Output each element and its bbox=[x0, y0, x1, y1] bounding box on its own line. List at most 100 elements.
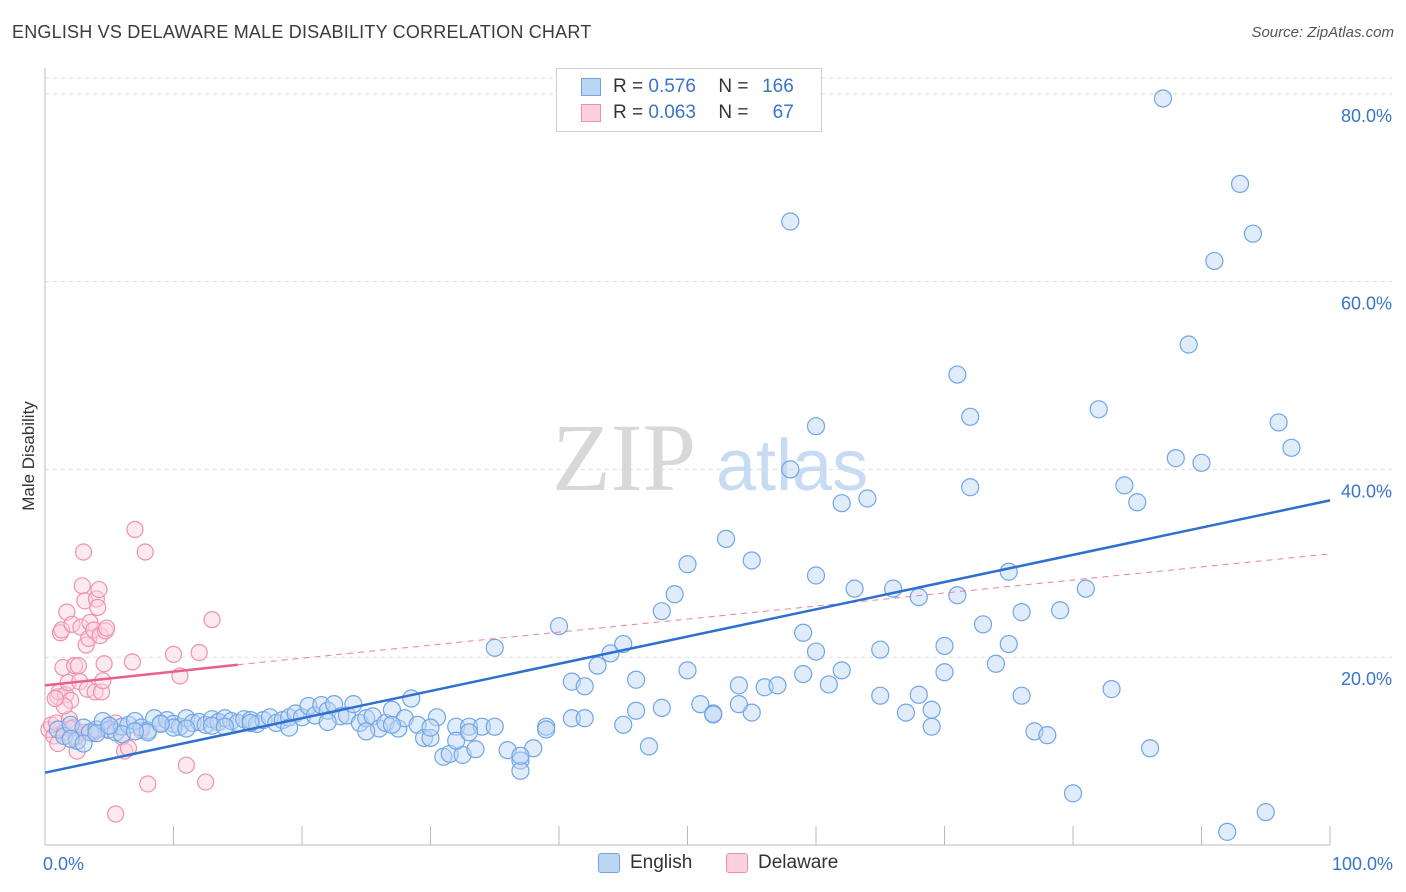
r-label: R = bbox=[613, 102, 644, 123]
english-point bbox=[1089, 400, 1108, 419]
legend-label-delaware: Delaware bbox=[758, 852, 839, 873]
english-point bbox=[1243, 224, 1263, 243]
english-point bbox=[639, 737, 659, 756]
english-point bbox=[318, 712, 337, 732]
english-point bbox=[729, 695, 749, 714]
english-point bbox=[1115, 476, 1134, 495]
english-point bbox=[511, 761, 530, 780]
english-point bbox=[151, 714, 170, 733]
delaware-point bbox=[69, 657, 88, 675]
delaware-point bbox=[46, 689, 64, 708]
english-point bbox=[665, 585, 684, 604]
english-point bbox=[466, 740, 485, 759]
y-tick-label: 60.0% bbox=[1341, 294, 1392, 314]
english-point bbox=[562, 709, 581, 728]
english-legend-swatch bbox=[598, 853, 620, 873]
delaware-point bbox=[65, 657, 84, 675]
english-point bbox=[896, 703, 916, 722]
english-point bbox=[511, 751, 530, 770]
n-label: N = bbox=[718, 76, 749, 97]
english-point bbox=[1192, 453, 1211, 472]
english-point bbox=[414, 728, 434, 748]
english-point bbox=[299, 696, 318, 716]
english-point bbox=[202, 716, 222, 735]
english-point bbox=[871, 640, 890, 659]
english-point bbox=[575, 677, 594, 696]
series-legend: English Delaware bbox=[0, 852, 1406, 878]
english-point bbox=[716, 529, 736, 548]
english-point bbox=[922, 717, 941, 736]
english-point bbox=[614, 715, 633, 734]
english-point bbox=[871, 686, 890, 705]
english-point bbox=[1153, 89, 1173, 108]
y-tick-label: 80.0% bbox=[1341, 106, 1392, 126]
delaware-point bbox=[136, 543, 154, 561]
n-label: N = bbox=[718, 102, 749, 123]
english-point bbox=[948, 365, 967, 384]
delaware-point bbox=[98, 619, 116, 637]
english-point bbox=[485, 638, 504, 657]
english-point bbox=[999, 634, 1018, 654]
english-point bbox=[280, 718, 299, 737]
english-point bbox=[806, 566, 826, 585]
r-label: R = bbox=[613, 76, 644, 97]
stats-row-english: R = 0.576 N = 166 bbox=[581, 75, 794, 99]
delaware-point bbox=[53, 621, 71, 639]
english-point bbox=[806, 417, 826, 436]
english-point bbox=[794, 664, 813, 684]
english-point bbox=[1063, 784, 1083, 803]
english-point bbox=[382, 715, 402, 734]
english-point bbox=[74, 734, 93, 753]
english-point bbox=[1179, 335, 1198, 354]
legend-label-english: English bbox=[630, 852, 693, 873]
english-point bbox=[459, 723, 479, 742]
y-tick-label: 20.0% bbox=[1341, 669, 1392, 689]
stats-row-delaware: R = 0.063 N = 67 bbox=[581, 101, 794, 125]
legend-item-english[interactable]: English bbox=[598, 852, 692, 874]
delaware-point bbox=[139, 775, 157, 793]
english-point bbox=[549, 617, 569, 636]
english-point bbox=[909, 587, 928, 607]
english-point bbox=[344, 695, 363, 714]
legend-item-delaware[interactable]: Delaware bbox=[726, 852, 838, 874]
english-point bbox=[1038, 726, 1057, 745]
english-point bbox=[986, 654, 1006, 673]
english-point bbox=[832, 494, 851, 513]
english-point bbox=[1051, 601, 1070, 620]
english-point bbox=[729, 676, 749, 695]
english-point bbox=[537, 720, 556, 739]
english-point bbox=[742, 551, 761, 570]
delaware-swatch bbox=[581, 104, 601, 122]
x-tick-label: 100.0% bbox=[1332, 854, 1393, 874]
delaware-point bbox=[73, 577, 91, 595]
english-point bbox=[704, 705, 723, 724]
delaware-point bbox=[90, 580, 108, 599]
english-point bbox=[626, 701, 646, 720]
delaware-point bbox=[74, 543, 93, 561]
english-point bbox=[1140, 739, 1160, 758]
delaware-trend-extension bbox=[237, 553, 1331, 666]
english-point bbox=[421, 718, 440, 737]
english-point bbox=[742, 703, 761, 722]
delaware-point bbox=[177, 756, 195, 774]
delaware-point bbox=[89, 598, 107, 617]
delaware-point bbox=[203, 611, 221, 629]
y-axis-label: Male Disability bbox=[19, 401, 38, 511]
english-point bbox=[935, 636, 954, 656]
english-point bbox=[678, 661, 697, 680]
english-point bbox=[382, 700, 402, 719]
english-point bbox=[588, 656, 607, 675]
english-point bbox=[832, 661, 851, 680]
english-point bbox=[138, 723, 157, 742]
trend-lines bbox=[44, 499, 1331, 774]
grid-lines bbox=[45, 77, 1392, 658]
delaware-legend-swatch bbox=[726, 853, 748, 873]
delaware-point bbox=[51, 624, 70, 642]
r-value-delaware: 0.063 bbox=[648, 102, 696, 123]
english-point bbox=[459, 717, 479, 736]
watermark: ZIP atlas bbox=[552, 404, 868, 511]
english-point bbox=[845, 579, 864, 598]
watermark-zip: ZIP bbox=[552, 404, 696, 511]
english-point bbox=[1012, 686, 1031, 705]
